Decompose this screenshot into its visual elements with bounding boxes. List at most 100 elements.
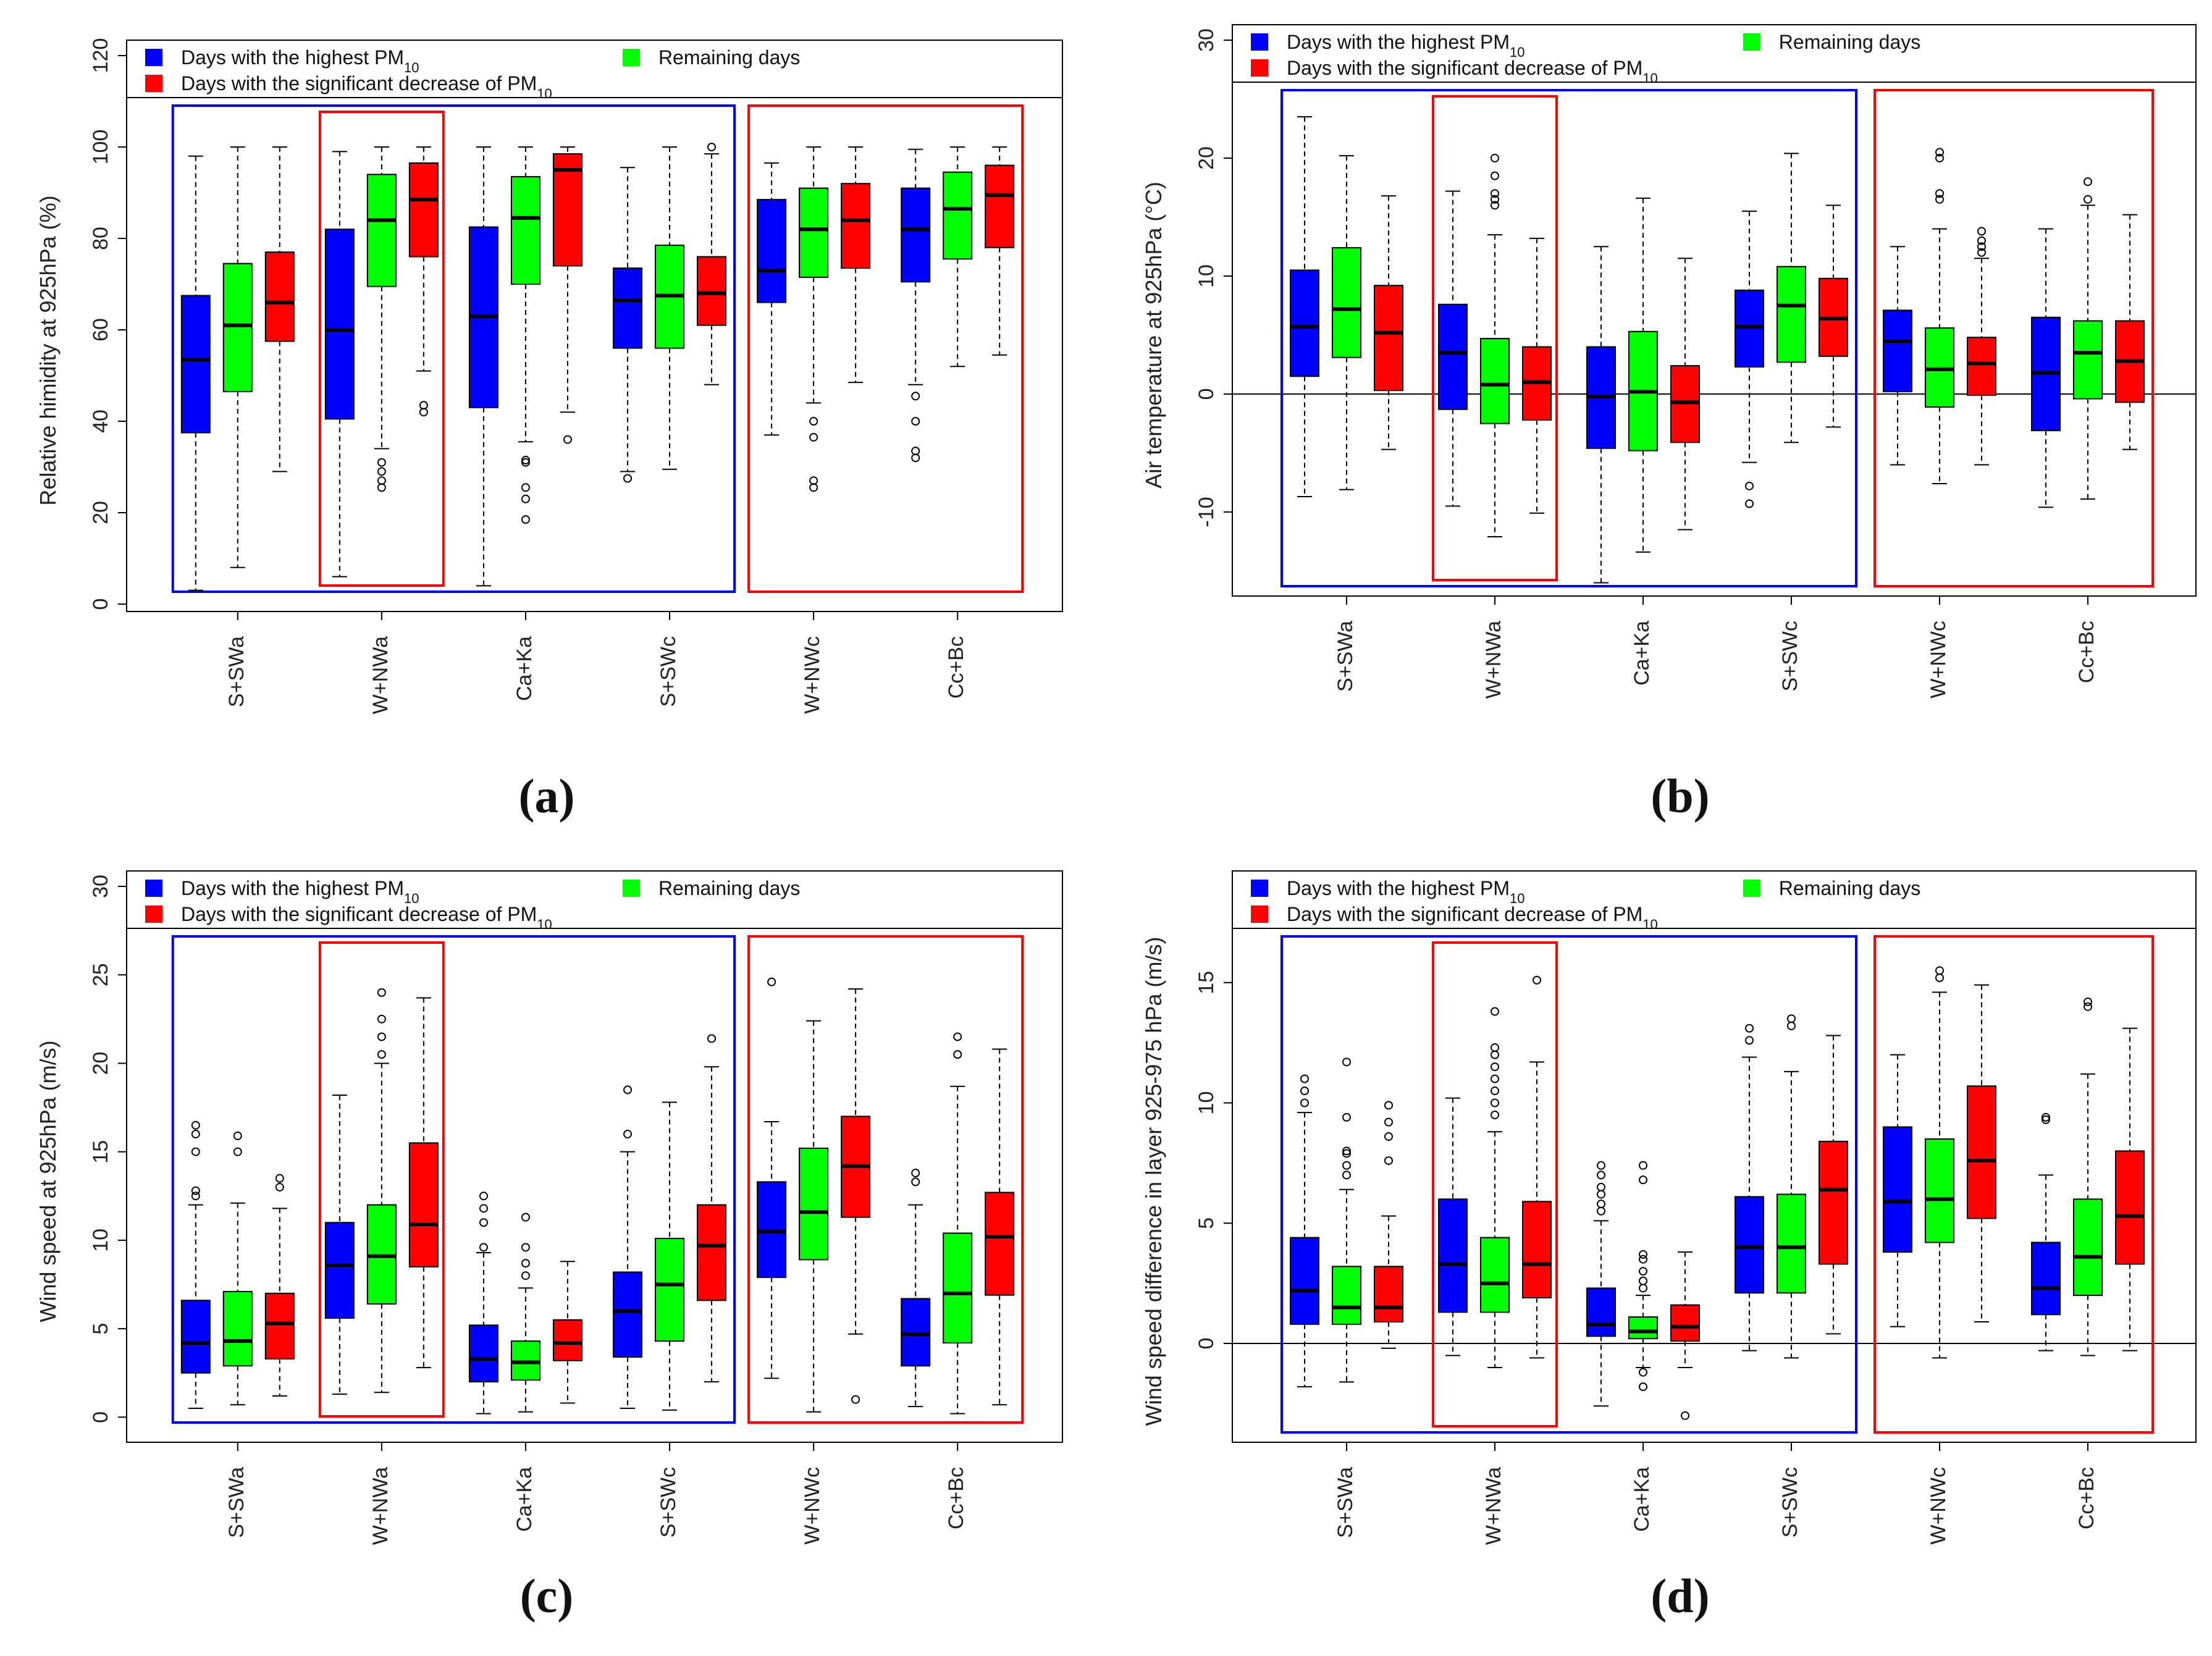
- outlier-point: [1491, 171, 1499, 180]
- cyclonic-west-group-box: [1873, 89, 2154, 587]
- legend-label-highest: Days with the highest PM10: [181, 877, 419, 906]
- y-tick-label: 10: [1195, 264, 1218, 288]
- iqr-box: [324, 229, 355, 420]
- pm-subscript: 10: [1510, 891, 1524, 906]
- outlier-point: [911, 1169, 920, 1178]
- boxplot-decrease-S+SWa: [1374, 195, 1403, 450]
- iqr-box: [1967, 337, 1996, 396]
- outlier-point: [1491, 1007, 1499, 1016]
- iqr-box: [613, 267, 643, 349]
- x-tick-label: S+SWa: [225, 1467, 248, 1538]
- legend-label-highest: Days with the highest PM10: [1287, 31, 1525, 60]
- boxplot-highest-W+NWc: [757, 977, 787, 1379]
- outlier-point: [1384, 1101, 1393, 1110]
- outlier-point: [2084, 195, 2092, 204]
- boxplot-decrease-Cc+Bc: [985, 146, 1015, 356]
- boxplot-decrease-W+NWc: [841, 146, 871, 384]
- boxplot-remaining-S+SWa: [1332, 155, 1361, 490]
- x-tick-label: Cc+Bc: [2075, 1467, 2098, 1529]
- iqr-box: [985, 164, 1015, 248]
- x-tick-label: W+NWa: [1482, 1467, 1505, 1545]
- iqr-box: [901, 187, 931, 283]
- iqr-box: [510, 176, 540, 285]
- x-tick-label: W+NWa: [369, 1467, 392, 1545]
- outlier-point: [521, 455, 530, 464]
- boxplot-highest-Ca+Ka: [468, 146, 498, 587]
- outlier-point: [1639, 1284, 1647, 1293]
- boxplot-remaining-S+SWa: [222, 1131, 253, 1406]
- outlier-point: [521, 515, 530, 524]
- outlier-point: [1977, 227, 1986, 236]
- boxplot-remaining-Ca+Ka: [510, 1213, 540, 1413]
- chart-panel-a: 0 20 40 60 80 100 120 Relative himidity at 925h…: [35, 38, 1063, 823]
- iqr-box: [2031, 1242, 2061, 1316]
- boxplot-highest-S+SWa: [180, 155, 211, 591]
- outlier-point: [1491, 1050, 1499, 1059]
- boxplot-highest-Cc+Bc: [2031, 228, 2061, 508]
- y-tick-label: 20: [89, 1052, 112, 1075]
- outlier-point: [809, 476, 818, 485]
- outlier-point: [1384, 1156, 1393, 1165]
- y-tick-label: 10: [89, 1229, 112, 1252]
- west-anticyclonic-box: [1432, 941, 1558, 1427]
- outlier-point: [191, 1147, 200, 1156]
- iqr-box: [613, 1271, 643, 1358]
- iqr-box: [1735, 1196, 1764, 1294]
- outlier-point: [1300, 1074, 1309, 1083]
- boxplot-remaining-Cc+Bc: [943, 1032, 973, 1414]
- outlier-point: [911, 1177, 920, 1187]
- iqr-box: [180, 1300, 211, 1374]
- outlier-point: [1384, 1132, 1393, 1141]
- y-tick-label: 80: [89, 227, 112, 250]
- iqr-box: [222, 1290, 253, 1367]
- pm-subscript: 10: [537, 86, 552, 101]
- y-tick-label: 0: [1195, 388, 1218, 400]
- legend-label-decrease: Days with the significant decrease of PM…: [1287, 903, 1658, 932]
- legend-swatch-remaining: [622, 49, 640, 66]
- boxplot-highest-W+NWa: [324, 151, 355, 578]
- y-tick-label: 120: [89, 38, 112, 74]
- boxplot-decrease-Ca+Ka: [552, 146, 582, 444]
- outlier-point: [911, 447, 920, 456]
- outlier-point: [2084, 177, 2092, 187]
- outlier-point: [479, 1243, 488, 1252]
- outlier-point: [851, 1395, 860, 1404]
- iqr-box: [1925, 1138, 1954, 1243]
- boxplot-highest-Ca+Ka: [1586, 1161, 1616, 1407]
- plot-frame: [1232, 870, 2197, 1443]
- iqr-box: [1586, 1287, 1616, 1337]
- panel-caption: (d): [1651, 1569, 1709, 1623]
- boxplot-decrease-Ca+Ka: [1670, 1251, 1700, 1420]
- boxplot-remaining-W+NWc: [1925, 148, 1954, 485]
- iqr-box: [1374, 285, 1403, 392]
- iqr-box: [757, 199, 787, 303]
- legend-swatch-remaining: [1743, 880, 1760, 897]
- outlier-point: [623, 474, 633, 483]
- outlier-point: [1491, 1043, 1499, 1052]
- legend-label-remaining: Remaining days: [1779, 31, 1920, 53]
- boxplot-highest-W+NWa: [324, 1095, 355, 1395]
- outlier-point: [1745, 1036, 1754, 1045]
- chart-panel-c: 0 5 10 15 20 25 30 Wind speed at 925hPa (m/s) S+…: [35, 870, 1063, 1623]
- x-tick-label: Ca+Ka: [1630, 621, 1654, 686]
- outlier-point: [521, 483, 530, 492]
- boxplot-remaining-S+SWc: [1777, 1014, 1806, 1359]
- chart-panel-b: -10 0 10 20 30 Air temperature at 925hPa (°C)…: [1141, 24, 2197, 823]
- outlier-point: [707, 1034, 717, 1043]
- y-axis-title: Wind speed at 925hPa (m/s): [35, 1040, 61, 1322]
- panel-caption: (b): [1651, 769, 1709, 823]
- cyclonic-west-group-box: [1873, 935, 2154, 1434]
- outlier-point: [1597, 1161, 1605, 1170]
- legend-label-decrease: Days with the significant decrease of PM…: [1287, 57, 1658, 86]
- boxplot-remaining-Cc+Bc: [943, 146, 973, 368]
- outlier-point: [377, 1050, 386, 1059]
- outlier-point: [623, 1085, 633, 1095]
- legend-label-highest: Days with the highest PM10: [1287, 877, 1525, 906]
- boxplot-decrease-Ca+Ka: [552, 1261, 582, 1404]
- cyclonic-west-group-box: [747, 935, 1024, 1424]
- y-tick-label: 30: [1195, 28, 1218, 52]
- outlier-point: [1342, 1171, 1351, 1180]
- outlier-point: [233, 1131, 242, 1140]
